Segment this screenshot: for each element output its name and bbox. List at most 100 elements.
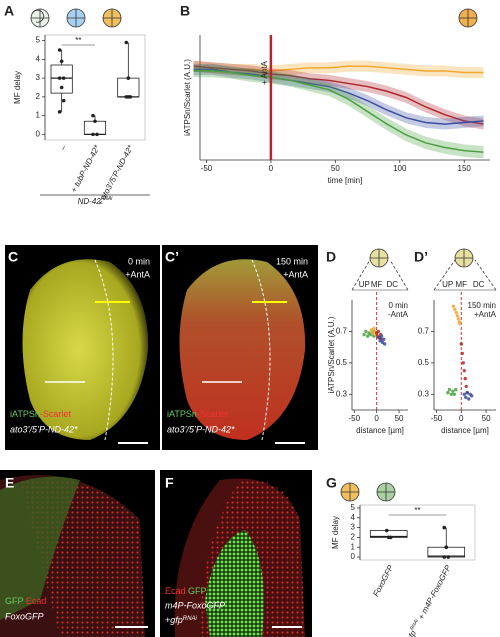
treatment-label: +AntA: [474, 310, 497, 319]
data-point: [451, 304, 456, 308]
box: [50, 64, 73, 94]
annotation: + AntA: [260, 60, 269, 84]
image-text: iATPSn-Scarlet: [167, 409, 228, 419]
x-tick-label: 50: [395, 414, 404, 423]
region-label: MF: [371, 280, 383, 289]
line: [193, 68, 484, 125]
data-point: [465, 391, 469, 395]
significance: **: [414, 506, 420, 515]
data-point: [382, 337, 386, 341]
image-text: FoxoGFP: [5, 611, 44, 621]
x-tick-label: 50: [331, 164, 340, 173]
data-point: [449, 392, 454, 396]
category-label: + tubP-ND-42*: [69, 143, 102, 194]
data-point: [463, 376, 467, 381]
panel-label: D’: [414, 249, 428, 265]
y-tick-label: 0.7: [336, 327, 348, 336]
data-point: [444, 545, 449, 550]
data-point: [126, 95, 131, 99]
x-tick-label: -50: [348, 414, 360, 423]
image-text: iATPSn-Scarlet: [10, 409, 71, 419]
x-tick-label: -50: [201, 164, 213, 173]
data-point: [384, 528, 389, 533]
y-tick-label: 4: [36, 54, 41, 63]
region-label: UP: [442, 280, 453, 289]
x-tick-label: 0: [374, 414, 379, 423]
y-tick-label: 0.3: [336, 389, 348, 398]
image-text: +AntA: [125, 269, 150, 279]
image-text: +AntA: [283, 269, 308, 279]
data-point: [91, 113, 95, 118]
category-label: FoxoGFP: [371, 563, 395, 598]
x-tick-label: -50: [431, 414, 443, 423]
data-point: [459, 342, 463, 346]
region-label: MF: [455, 280, 467, 289]
category-label: –: [58, 143, 69, 153]
category-label: gfpRNAi + m4P-FoxoGFP: [404, 563, 453, 637]
panel-label: B: [180, 3, 190, 19]
data-point: [95, 132, 99, 137]
projection: [351, 259, 409, 291]
data-point: [464, 395, 468, 400]
data-point: [464, 384, 468, 389]
box: [83, 120, 107, 135]
image-text: m4P-FoxoGFP: [165, 600, 225, 610]
y-axis-label: iATPSn/Scarlet (A.U.): [183, 59, 192, 136]
y-axis-label: MF delay: [13, 71, 22, 104]
image-text: GFP Ecad: [5, 596, 46, 606]
significance: **: [75, 36, 81, 45]
x-tick-label: 0: [459, 414, 464, 423]
data-point: [452, 392, 457, 396]
y-tick-label: 1: [351, 542, 356, 551]
data-point: [388, 535, 393, 540]
data-point: [383, 342, 387, 346]
y-tick-label: 0: [36, 129, 41, 138]
data-point: [91, 132, 95, 137]
line: [193, 65, 484, 74]
time-label: 0 min: [388, 301, 408, 310]
y-tick-label: 2: [36, 92, 41, 101]
image-f: [160, 470, 312, 637]
image-text: +gfpRNAi: [165, 615, 197, 625]
data-point: [93, 119, 97, 124]
label-part: ND-42: [78, 197, 102, 206]
data-point: [379, 334, 384, 338]
line: [193, 65, 484, 125]
data-point: [124, 40, 129, 45]
data-point: [456, 317, 461, 321]
y-tick-label: 3: [36, 73, 41, 82]
data-point: [460, 351, 464, 356]
data-point: [442, 525, 447, 530]
label-part: + m4P-FoxoGFP: [416, 563, 454, 623]
error-band: [193, 60, 484, 130]
data-point: [57, 76, 62, 80]
x-tick-label: 50: [482, 414, 491, 423]
panel-label: D: [326, 249, 336, 265]
data-point: [467, 397, 471, 401]
treatment-label: -AntA: [388, 310, 409, 319]
data-point: [442, 555, 447, 559]
y-tick-label: 0.7: [418, 327, 430, 336]
data-point: [57, 110, 62, 114]
box: [117, 77, 140, 98]
data-point: [454, 310, 459, 315]
y-axis-label: iATPSn/Scarlet (A.U.): [327, 316, 336, 393]
panel-label: C: [8, 249, 18, 265]
y-tick-label: 0.3: [418, 389, 430, 398]
data-point: [458, 321, 462, 326]
data-point: [369, 328, 373, 332]
x-tick-label: 100: [393, 164, 407, 173]
projection: [433, 259, 497, 291]
panel-label: A: [4, 3, 14, 19]
label-part: RNAi: [101, 196, 114, 202]
y-tick-label: 0.5: [418, 358, 430, 367]
image-text: ato3’/5’P-ND-42*: [10, 424, 78, 434]
y-tick-label: 0.5: [336, 358, 348, 367]
data-point: [447, 387, 452, 392]
data-point: [365, 334, 370, 338]
label-part: RNAi: [409, 618, 420, 632]
time-label: 150 min: [468, 301, 496, 310]
panel-label: E: [5, 475, 14, 491]
data-point: [376, 329, 381, 334]
